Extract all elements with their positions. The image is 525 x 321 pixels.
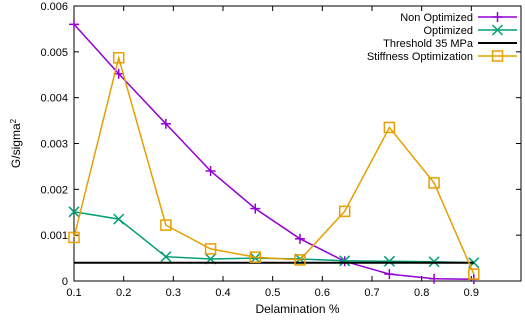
x-tick-label: 0.8 [414, 287, 429, 299]
data-point [294, 233, 305, 244]
legend-label: Stiffness Optimization [367, 51, 473, 63]
y-axis-label: G/sigma2 [9, 118, 24, 168]
x-tick-label: 0.4 [215, 287, 230, 299]
legend-marker [491, 24, 504, 36]
data-point [468, 268, 480, 280]
legend-label: Optimized [423, 25, 473, 37]
data-point [383, 121, 396, 134]
data-point [68, 231, 80, 244]
data-point [160, 118, 171, 129]
y-tick-label: 0.002 [40, 184, 68, 196]
data-point [68, 206, 80, 218]
y-tick-label: 0 [62, 276, 68, 288]
legend-item: Stiffness Optimization [367, 50, 517, 63]
data-point [69, 19, 79, 30]
x-tick-label: 0.9 [464, 287, 479, 299]
data-point [383, 255, 395, 267]
data-point [205, 166, 216, 176]
x-tick-label: 0.7 [364, 287, 379, 299]
x-tick-label: 0.5 [265, 287, 280, 299]
y-axis-label-superscript: 2 [9, 118, 18, 123]
data-point [112, 52, 125, 64]
y-tick-label: 0.003 [40, 139, 68, 151]
series-3 [68, 52, 480, 280]
data-point [250, 203, 261, 214]
x-tick-label: 0.1 [66, 287, 81, 299]
data-point [338, 205, 351, 218]
x-tick-label: 0.6 [315, 287, 330, 299]
data-point [339, 255, 351, 267]
legend-item: Threshold 35 MPa [383, 38, 517, 50]
data-point [429, 273, 440, 284]
legend-marker [491, 50, 504, 62]
data-point [428, 177, 440, 189]
series-line [73, 54, 475, 275]
x-tick-label: 0.3 [166, 287, 181, 299]
data-point [160, 251, 172, 263]
series-line [73, 23, 474, 280]
data-point [160, 219, 172, 231]
legend-label: Threshold 35 MPa [383, 38, 474, 50]
y-tick-label: 0.006 [40, 1, 68, 13]
x-axis-label: Delamination % [255, 302, 339, 316]
series-line [73, 211, 474, 264]
legend-item: Non Optimized [400, 12, 517, 24]
data-point [204, 243, 217, 255]
legend-label: Non Optimized [400, 12, 473, 24]
series-lines [68, 19, 480, 285]
legend-marker [492, 12, 503, 22]
data-point [384, 269, 395, 280]
y-tick-label: 0.004 [40, 93, 68, 105]
y-tick-label: 0.001 [40, 230, 68, 242]
data-point [113, 213, 125, 225]
data-point [294, 254, 306, 266]
legend-item: Optimized [423, 24, 517, 37]
x-tick-label: 0.2 [116, 287, 131, 299]
ticks: 0.1 0.2 0.3 0.4 0.5 0.6 0.7 0.8 0.9 0 0.001 0.002 0.… [40, 1, 521, 299]
y-tick-label: 0.005 [40, 47, 68, 59]
data-point [249, 251, 262, 263]
y-axis-label-main: G/sigma [9, 123, 23, 168]
